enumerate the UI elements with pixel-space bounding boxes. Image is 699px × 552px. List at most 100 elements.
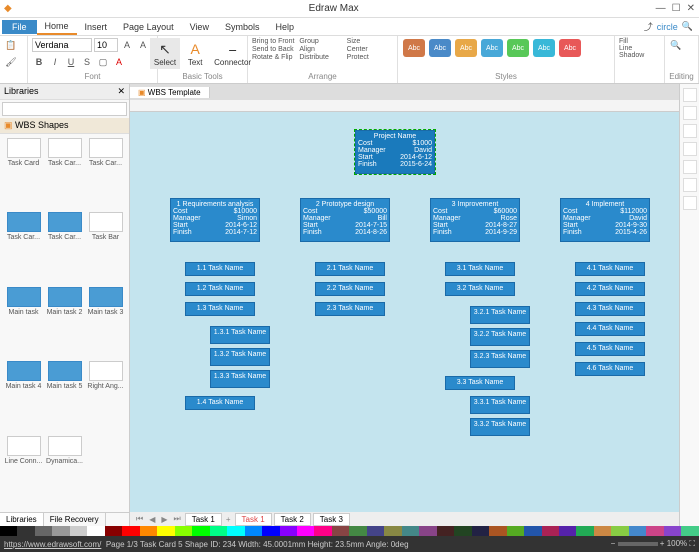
wbs-node[interactable]: 1.1 Task Name <box>185 262 255 276</box>
color-swatch[interactable] <box>437 526 454 536</box>
sidebar-tab-recovery[interactable]: File Recovery <box>44 513 106 526</box>
panel-icon[interactable] <box>683 142 697 156</box>
shape-item[interactable]: Line Conn... <box>4 436 43 508</box>
wbs-node[interactable]: 3 ImprovementCost$60000ManagerRoseStart2… <box>430 198 520 242</box>
wbs-node[interactable]: 1.2 Task Name <box>185 282 255 296</box>
minimize-button[interactable]: — <box>656 3 666 14</box>
shape-item[interactable]: Main task 2 <box>45 287 84 359</box>
zoom-in[interactable]: + <box>660 539 665 548</box>
font-shrink-icon[interactable]: A <box>136 38 150 52</box>
font-grow-icon[interactable]: A <box>120 38 134 52</box>
color-swatch[interactable] <box>70 526 87 536</box>
shape-item[interactable]: Task Card <box>4 138 43 210</box>
shape-item[interactable]: Right Ang... <box>86 361 125 433</box>
tab-insert[interactable]: Insert <box>77 20 116 34</box>
tab-symbols[interactable]: Symbols <box>217 20 268 34</box>
wbs-node[interactable]: 4.1 Task Name <box>575 262 645 276</box>
color-swatch[interactable] <box>472 526 489 536</box>
highlight-icon[interactable]: ▢ <box>96 55 110 69</box>
fit-icon[interactable]: ⛶ <box>689 539 695 548</box>
brush-icon[interactable]: 🖌 <box>4 55 18 69</box>
sidebar-close-icon[interactable]: ✕ <box>117 86 125 97</box>
sheet-add[interactable]: + <box>224 515 233 524</box>
wbs-node[interactable]: 3.3.2 Task Name <box>470 418 530 436</box>
color-swatch[interactable] <box>332 526 349 536</box>
rotate-btn[interactable]: Rotate & Flip <box>252 54 298 61</box>
search-icon[interactable]: 🔍 <box>682 21 693 32</box>
color-swatch[interactable] <box>646 526 663 536</box>
search-input[interactable]: circle <box>657 22 678 32</box>
color-swatch[interactable] <box>140 526 157 536</box>
color-swatch[interactable] <box>681 526 698 536</box>
font-color-icon[interactable]: A <box>112 55 126 69</box>
find-icon[interactable]: 🔍 <box>669 38 683 52</box>
color-swatch[interactable] <box>262 526 279 536</box>
color-swatch[interactable] <box>175 526 192 536</box>
tab-view[interactable]: View <box>182 20 217 34</box>
fill-btn[interactable]: Fill <box>619 38 660 45</box>
sheet-nav-next[interactable]: ▶ <box>159 515 169 524</box>
shape-item[interactable]: Task Car... <box>4 212 43 284</box>
protect-btn[interactable]: Protect <box>347 54 393 61</box>
wbs-node[interactable]: Project NameCost$1000ManagerDavidStart20… <box>355 130 435 174</box>
shape-item[interactable]: Main task <box>4 287 43 359</box>
sheet-tab[interactable]: Task 1 <box>235 513 272 526</box>
color-swatch[interactable] <box>35 526 52 536</box>
wbs-node[interactable]: 2.2 Task Name <box>315 282 385 296</box>
color-swatch[interactable] <box>611 526 628 536</box>
shadow-btn[interactable]: Shadow <box>619 52 660 59</box>
wbs-node[interactable]: 1.4 Task Name <box>185 396 255 410</box>
color-swatch[interactable] <box>524 526 541 536</box>
shape-search[interactable] <box>2 102 127 116</box>
color-swatch[interactable] <box>629 526 646 536</box>
color-swatch[interactable] <box>0 526 17 536</box>
bring-front[interactable]: Bring to Front <box>252 38 298 45</box>
panel-icon[interactable] <box>683 88 697 102</box>
shape-item[interactable]: Dynamica... <box>45 436 84 508</box>
color-swatch[interactable] <box>367 526 384 536</box>
paste-icon[interactable]: 📋 <box>4 38 18 52</box>
maximize-button[interactable]: ☐ <box>672 3 681 14</box>
tab-help[interactable]: Help <box>267 20 302 34</box>
color-swatch[interactable] <box>245 526 262 536</box>
font-name[interactable] <box>32 38 92 52</box>
style-swatch[interactable]: Abc <box>507 39 529 57</box>
file-menu[interactable]: File <box>2 20 37 34</box>
sheet-tab[interactable]: Task 1 <box>185 513 222 526</box>
wbs-node[interactable]: 3.3 Task Name <box>445 376 515 390</box>
align-btn[interactable]: Align <box>299 46 345 53</box>
wbs-node[interactable]: 1.3.3 Task Name <box>210 370 270 388</box>
wbs-node[interactable]: 3.1 Task Name <box>445 262 515 276</box>
wbs-node[interactable]: 1.3.2 Task Name <box>210 348 270 366</box>
wbs-node[interactable]: 4.6 Task Name <box>575 362 645 376</box>
wbs-node[interactable]: 4.3 Task Name <box>575 302 645 316</box>
color-swatch[interactable] <box>542 526 559 536</box>
wbs-node[interactable]: 2 Prototype designCost$50000ManagerBillS… <box>300 198 390 242</box>
color-swatch[interactable] <box>402 526 419 536</box>
wbs-node[interactable]: 2.3 Task Name <box>315 302 385 316</box>
color-swatch[interactable] <box>594 526 611 536</box>
color-swatch[interactable] <box>17 526 34 536</box>
wbs-node[interactable]: 3.2 Task Name <box>445 282 515 296</box>
color-swatch[interactable] <box>87 526 104 536</box>
wbs-node[interactable]: 4 ImplementCost$112000ManagerDavidStart2… <box>560 198 650 242</box>
text-tool[interactable]: AText <box>182 38 208 69</box>
panel-icon[interactable] <box>683 160 697 174</box>
center-btn[interactable]: Center <box>347 46 393 53</box>
style-swatch[interactable]: Abc <box>481 39 503 57</box>
wbs-node[interactable]: 3.2.3 Task Name <box>470 350 530 368</box>
color-swatch[interactable] <box>454 526 471 536</box>
wbs-node[interactable]: 3.2.2 Task Name <box>470 328 530 346</box>
sidebar-tab-libraries[interactable]: Libraries <box>0 513 44 526</box>
color-swatch[interactable] <box>105 526 122 536</box>
wbs-node[interactable]: 4.4 Task Name <box>575 322 645 336</box>
color-swatch[interactable] <box>559 526 576 536</box>
zoom-out[interactable]: − <box>611 539 616 548</box>
color-swatch[interactable] <box>157 526 174 536</box>
color-swatch[interactable] <box>210 526 227 536</box>
style-swatch[interactable]: Abc <box>533 39 555 57</box>
color-swatch[interactable] <box>384 526 401 536</box>
color-swatch[interactable] <box>122 526 139 536</box>
canvas[interactable]: Project NameCost$1000ManagerDavidStart20… <box>130 112 679 512</box>
wbs-node[interactable]: 4.5 Task Name <box>575 342 645 356</box>
